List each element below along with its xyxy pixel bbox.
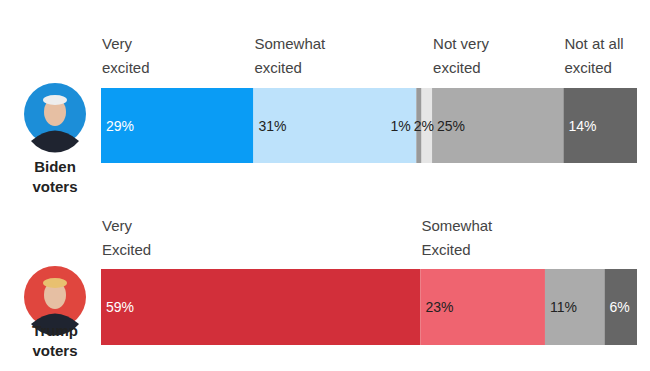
- data-label: 29%: [106, 118, 134, 134]
- segment-header-line: Very: [102, 217, 133, 234]
- segment-header-line: excited: [564, 59, 612, 76]
- bar-segment: [563, 88, 637, 163]
- avatar: [24, 83, 86, 152]
- segment-header: Not very excited: [433, 35, 489, 76]
- avatar-suit: [31, 131, 79, 153]
- bar-segment: [253, 88, 416, 163]
- segment-header: Somewhat Excited: [421, 217, 493, 258]
- category-line: Trump: [32, 322, 78, 339]
- data-label: 6%: [610, 299, 630, 315]
- bar-segment: [605, 269, 637, 345]
- segment-header-line: Excited: [421, 241, 470, 258]
- data-label: 31%: [258, 118, 286, 134]
- bar-segment: [101, 88, 253, 163]
- avatar-hair: [43, 278, 67, 288]
- segment-header-line: Somewhat: [421, 217, 493, 234]
- segment-header-line: excited: [433, 59, 481, 76]
- category-line: Biden: [34, 158, 76, 175]
- bars: [101, 88, 637, 163]
- segment-header-line: Very: [102, 35, 133, 52]
- data-label: 1%: [391, 118, 411, 134]
- segment-header-line: Not at all: [564, 35, 623, 52]
- segment-header-line: excited: [102, 59, 150, 76]
- segment-header: Somewhat excited: [254, 35, 326, 76]
- segment-header: Not at all excited: [564, 35, 623, 76]
- chart: Biden voters Very excited 29% Somewhat excited…: [0, 0, 650, 371]
- segment-header: Very Excited: [102, 217, 151, 258]
- bar-segment: [432, 88, 563, 163]
- bars: [101, 269, 637, 345]
- segment-header: Very excited: [102, 35, 150, 76]
- category-line: voters: [32, 342, 77, 359]
- segment-header-line: Somewhat: [254, 35, 326, 52]
- segment-header-line: Excited: [102, 241, 151, 258]
- data-label: 59%: [106, 299, 134, 315]
- category-label: Biden voters: [32, 158, 77, 195]
- bar-segment: [420, 269, 545, 345]
- data-label: 23%: [425, 299, 453, 315]
- data-label: 25%: [437, 118, 465, 134]
- category-label: Trump voters: [32, 322, 78, 359]
- category-line: voters: [32, 178, 77, 195]
- segment-header-line: Not very: [433, 35, 489, 52]
- avatar-hair: [43, 95, 67, 105]
- bar-segment: [101, 269, 420, 345]
- bar-segment: [545, 269, 605, 345]
- data-label: 2%: [414, 118, 434, 134]
- segment-header-line: excited: [254, 59, 302, 76]
- data-label: 14%: [568, 118, 596, 134]
- data-label: 11%: [550, 299, 577, 315]
